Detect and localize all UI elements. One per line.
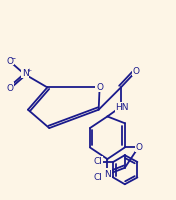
Text: HN: HN <box>115 103 129 112</box>
Text: O: O <box>6 83 13 92</box>
Text: O: O <box>6 56 13 65</box>
Text: O: O <box>133 67 140 76</box>
Text: −: − <box>11 55 16 60</box>
Text: O: O <box>136 142 143 151</box>
Text: O: O <box>96 83 103 91</box>
Text: N: N <box>22 69 29 78</box>
Text: N: N <box>104 169 111 178</box>
Text: Cl: Cl <box>93 172 102 181</box>
Text: +: + <box>26 68 32 73</box>
Text: Cl: Cl <box>93 157 102 166</box>
